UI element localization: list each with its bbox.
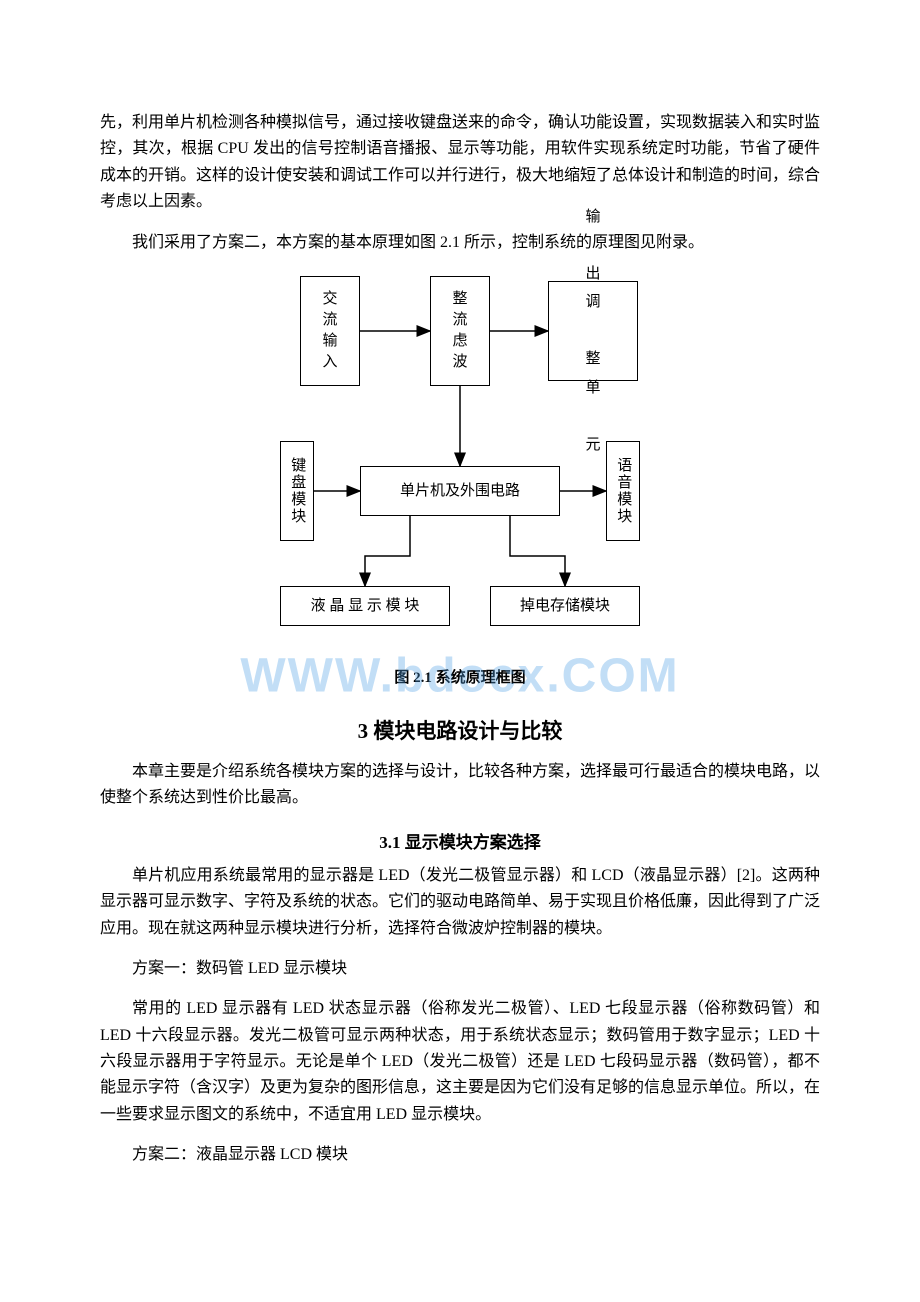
node-out-r1c2: 出 xyxy=(585,260,600,289)
figure-2-1-diagram: 交 流 输 入 整 流 虑 波 输 出 调 整 单 元 xyxy=(240,276,680,656)
node-out-r1c1: 输 xyxy=(585,203,600,232)
node-voice: 语音模块 xyxy=(606,441,640,541)
node-rectifier: 整 流 虑 波 xyxy=(430,276,490,386)
node-lcd: 液 晶 显 示 模 块 xyxy=(280,586,450,626)
figure-2-1-wrap: 交 流 输 入 整 流 虑 波 输 出 调 整 单 元 xyxy=(100,276,820,656)
node-mcu: 单片机及外围电路 xyxy=(360,466,560,516)
node-rectifier-l1: 整 xyxy=(452,289,467,310)
paragraph-4: 单片机应用系统最常用的显示器是 LED（发光二极管显示器）和 LCD（液晶显示器… xyxy=(100,863,820,942)
document-page: 先，利用单片机检测各种模拟信号，通过接收键盘送来的命令，确认功能设置，实现数据装… xyxy=(0,0,920,1243)
node-out-r3c1: 单 xyxy=(585,374,600,403)
node-ac-input-l1: 交 xyxy=(322,289,337,310)
paragraph-5: 方案一：数码管 LED 显示模块 xyxy=(100,956,820,982)
node-rectifier-l4: 波 xyxy=(452,352,467,373)
node-rectifier-l3: 虑 xyxy=(452,331,467,352)
node-eeprom: 掉电存储模块 xyxy=(490,586,640,626)
node-voice-label: 语音模块 xyxy=(612,457,635,525)
paragraph-2: 我们采用了方案二，本方案的基本原理如图 2.1 所示，控制系统的原理图见附录。 xyxy=(100,230,820,256)
node-keypad-label: 键盘模块 xyxy=(286,457,309,525)
paragraph-1: 先，利用单片机检测各种模拟信号，通过接收键盘送来的命令，确认功能设置，实现数据装… xyxy=(100,110,820,216)
node-eeprom-label: 掉电存储模块 xyxy=(520,595,610,618)
node-ac-input-l3: 输 xyxy=(322,331,337,352)
paragraph-3: 本章主要是介绍系统各模块方案的选择与设计，比较各种方案，选择最可行最适合的模块电… xyxy=(100,759,820,812)
node-rectifier-l2: 流 xyxy=(452,310,467,331)
node-mcu-label: 单片机及外围电路 xyxy=(400,480,520,503)
node-out-r2c2: 整 xyxy=(585,345,600,374)
node-lcd-label: 液 晶 显 示 模 块 xyxy=(311,595,420,618)
node-out-r2c1: 调 xyxy=(585,288,600,317)
node-ac-input-l2: 流 xyxy=(322,310,337,331)
paragraph-7: 方案二：液晶显示器 LCD 模块 xyxy=(100,1142,820,1168)
figure-2-1-caption: 图 2.1 系统原理框图 xyxy=(100,666,820,687)
caption-row: WWW.bdocx.COM 图 2.1 系统原理框图 xyxy=(100,666,820,687)
node-out-r3c2: 元 xyxy=(585,431,600,460)
heading-subsection-3-1: 3.1 显示模块方案选择 xyxy=(100,828,820,853)
node-keypad: 键盘模块 xyxy=(280,441,314,541)
paragraph-6: 常用的 LED 显示器有 LED 状态显示器（俗称发光二极管）、LED 七段显示… xyxy=(100,996,820,1128)
node-ac-input-l4: 入 xyxy=(322,352,337,373)
heading-section-3: 3 模块电路设计与比较 xyxy=(100,715,820,745)
node-output-adjust: 输 出 调 整 单 元 xyxy=(548,281,638,381)
node-ac-input: 交 流 输 入 xyxy=(300,276,360,386)
